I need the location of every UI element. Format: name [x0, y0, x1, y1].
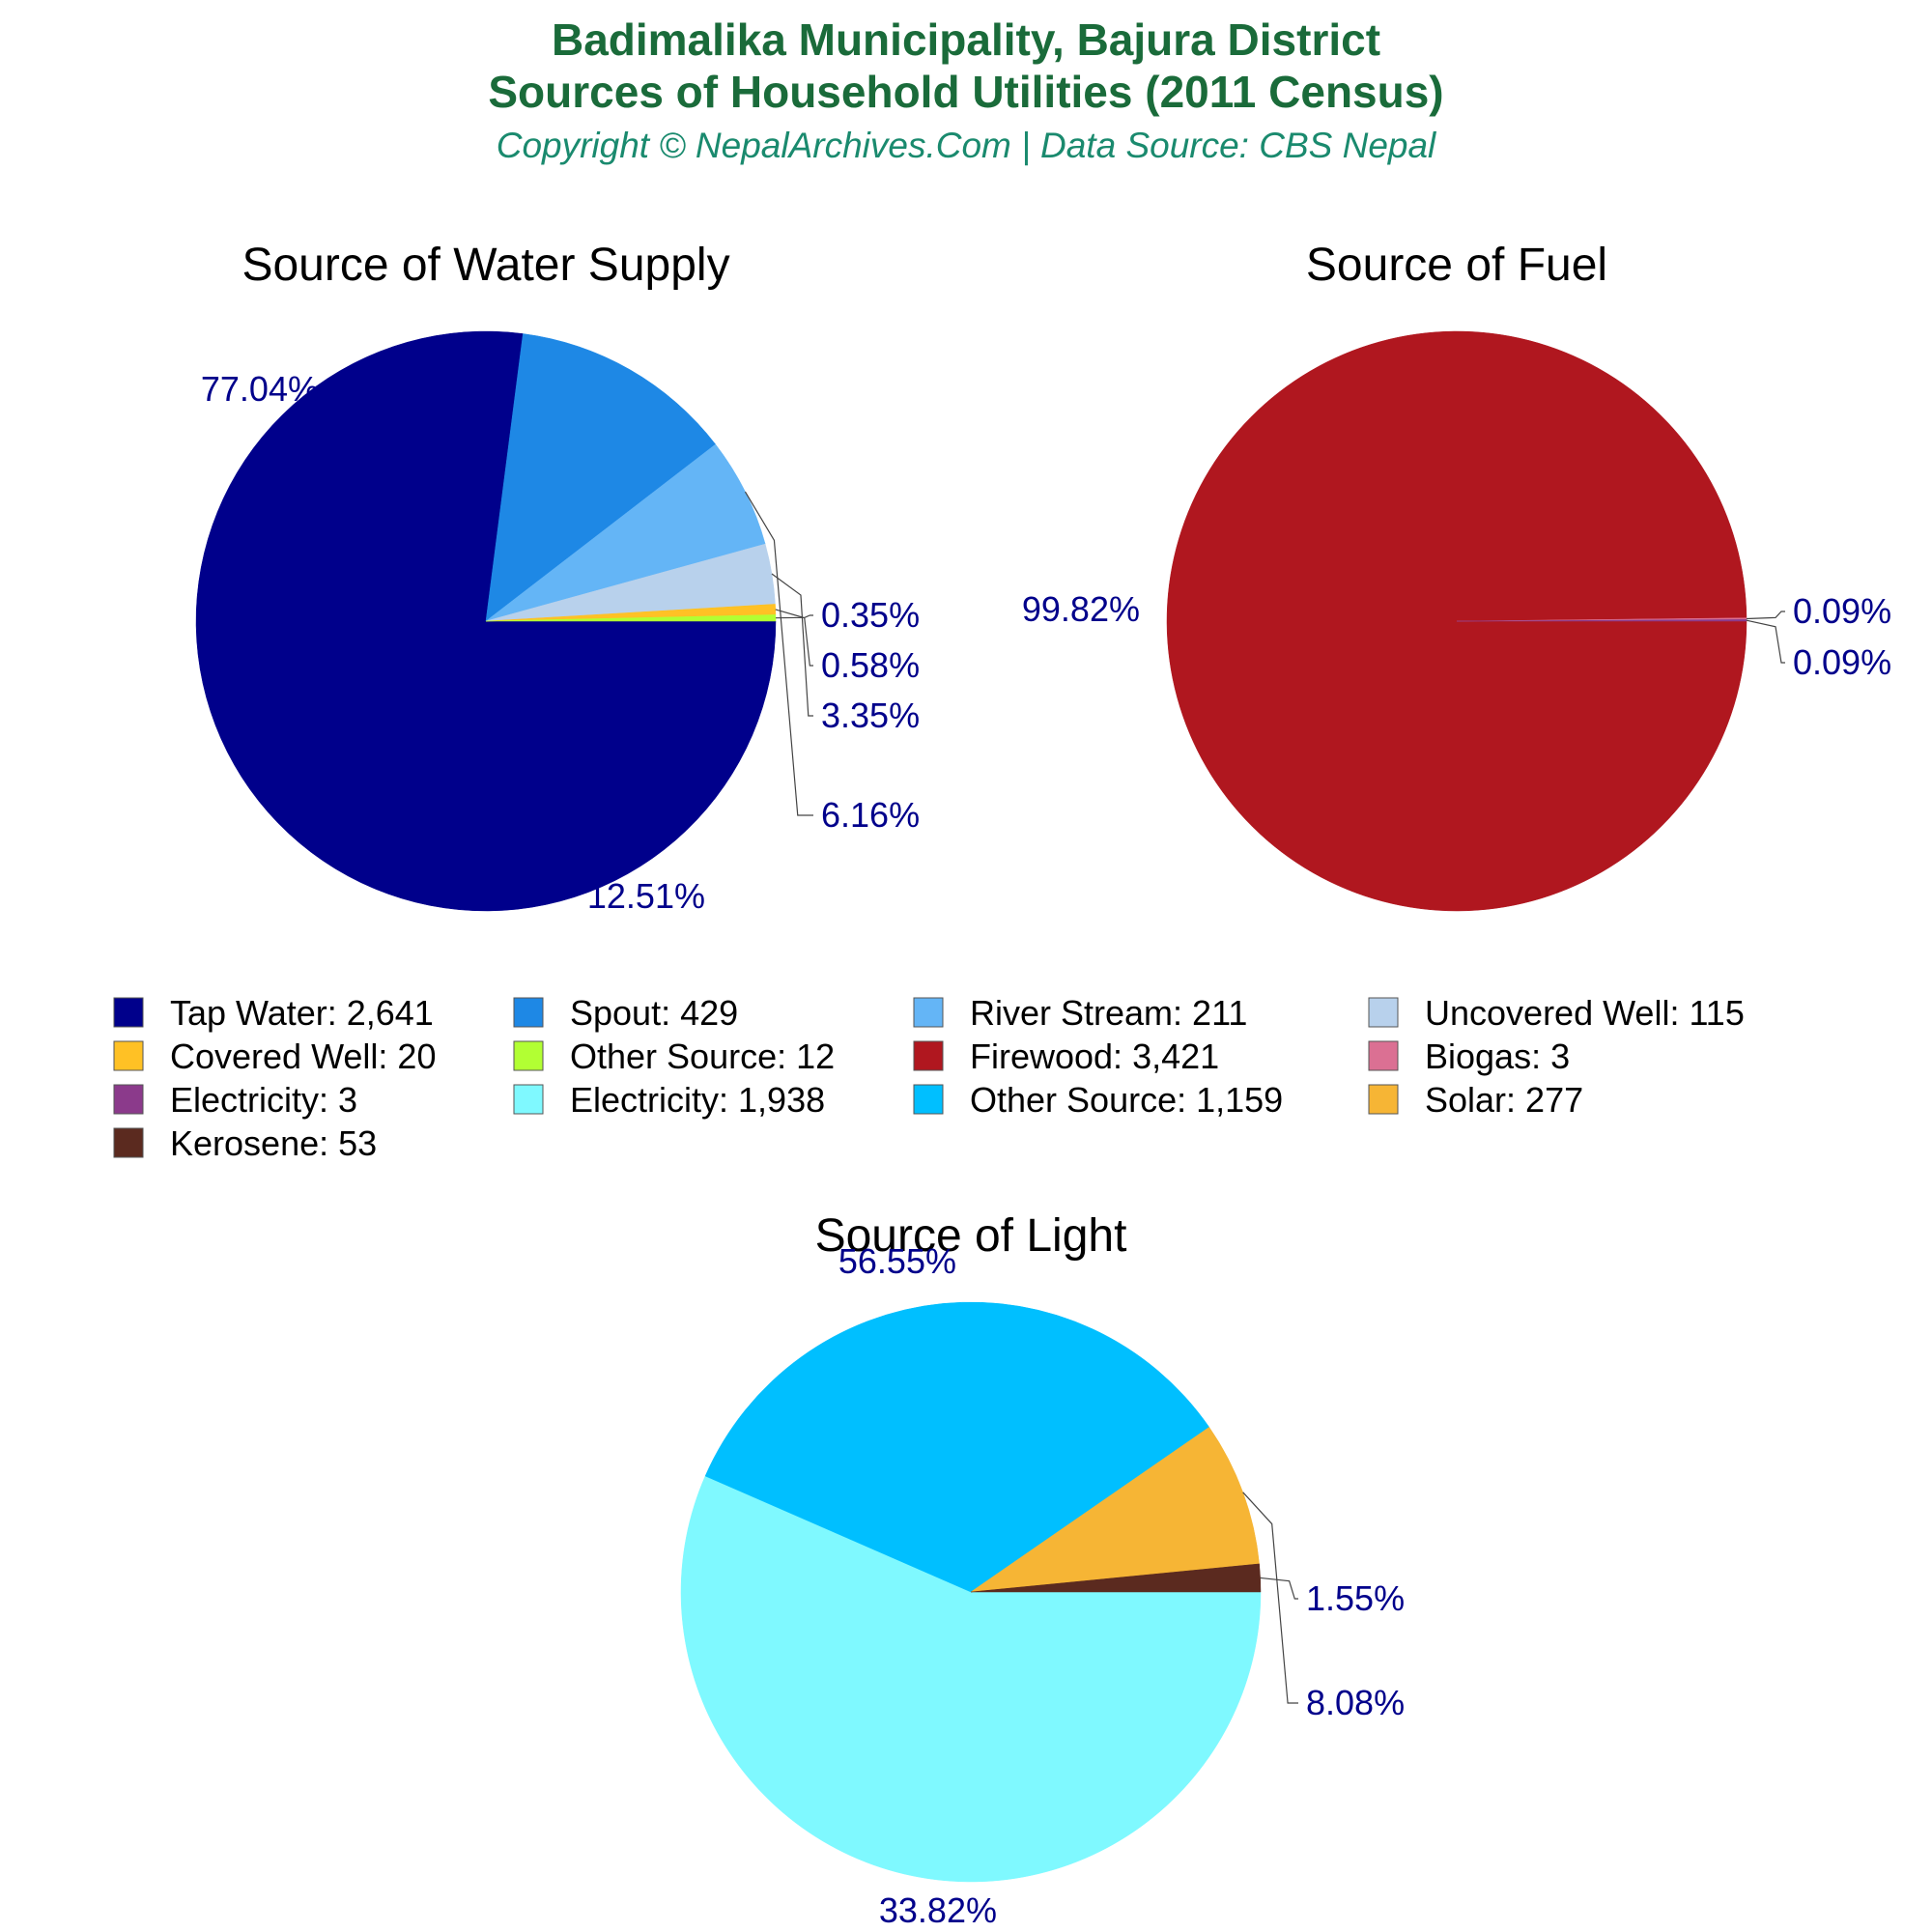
legend-item-river-stream-211: River Stream: 211	[913, 993, 1247, 1033]
page-header: Badimalika Municipality, Bajura District…	[0, 14, 1932, 170]
legend-swatch	[1368, 1084, 1399, 1115]
leader-line	[1242, 1492, 1298, 1704]
legend: Tap Water: 2,641 Spout: 429 River Stream: …	[113, 993, 1745, 1163]
pie-slice-river-stream	[485, 443, 766, 622]
legend-item-tap-water-2-641: Tap Water: 2,641	[113, 993, 434, 1033]
leader-line	[1260, 1577, 1298, 1600]
pie-slice-electricity	[680, 1475, 1262, 1883]
page-title-line-2: Sources of Household Utilities (2011 Cen…	[488, 67, 1444, 117]
percent-label: 99.82%	[1022, 589, 1140, 629]
legend-swatch	[113, 997, 144, 1028]
legend-item-kerosene-53: Kerosene: 53	[113, 1123, 377, 1163]
legend-swatch	[113, 1084, 144, 1115]
leader-line	[775, 614, 813, 619]
legend-label: River Stream: 211	[970, 993, 1247, 1033]
legend-label: Other Source: 1,159	[970, 1080, 1283, 1120]
pie-title: Source of Water Supply	[242, 240, 729, 291]
legend-label: Uncovered Well: 115	[1425, 993, 1745, 1033]
legend-label: Biogas: 3	[1425, 1037, 1570, 1076]
leader-line	[744, 491, 813, 816]
legend-item-firewood-3-421: Firewood: 3,421	[913, 1037, 1219, 1076]
legend-label: Covered Well: 20	[170, 1037, 436, 1076]
legend-label: Kerosene: 53	[170, 1123, 377, 1163]
legend-item-biogas-3: Biogas: 3	[1368, 1037, 1570, 1076]
page-title-line-1: Badimalika Municipality, Bajura District	[551, 14, 1381, 65]
legend-swatch	[1368, 1040, 1399, 1071]
pie-slice-other-source	[704, 1301, 1210, 1593]
pie-chart-source-of-water-supply: Source of Water Supply 77.04% 12.51% 6.16% 3…	[195, 240, 920, 916]
legend-label: Tap Water: 2,641	[170, 993, 434, 1033]
legend-label: Solar: 277	[1425, 1080, 1583, 1120]
legend-item-electricity-3: Electricity: 3	[113, 1080, 357, 1120]
legend-swatch	[113, 1127, 144, 1158]
percent-label: 1.55%	[1306, 1578, 1405, 1618]
legend-swatch	[913, 1040, 944, 1071]
pie-slice-other-source	[485, 614, 777, 622]
pie-slice-spout	[485, 333, 717, 622]
leader-line	[1746, 611, 1785, 620]
percent-label: 0.09%	[1793, 591, 1891, 631]
pie-title: Source of Fuel	[1306, 240, 1607, 291]
legend-item-spout-429: Spout: 429	[513, 993, 738, 1033]
legend-item-solar-277: Solar: 277	[1368, 1080, 1583, 1120]
legend-item-covered-well-20: Covered Well: 20	[113, 1037, 436, 1076]
percent-label: 77.04%	[201, 369, 319, 409]
legend-item-other-source-1-159: Other Source: 1,159	[913, 1080, 1283, 1120]
pie-chart-source-of-fuel: Source of Fuel 99.82% 0.09% 0.09%	[1022, 240, 1891, 912]
percent-label: 0.35%	[821, 595, 920, 635]
percent-label: 12.51%	[587, 876, 705, 916]
percent-label: 56.55%	[838, 1241, 956, 1281]
legend-swatch	[1368, 997, 1399, 1028]
percent-label: 3.35%	[821, 696, 920, 735]
percent-label: 8.08%	[1306, 1683, 1405, 1722]
leader-line	[775, 609, 813, 667]
percent-label: 0.09%	[1793, 642, 1891, 682]
legend-swatch	[513, 1040, 544, 1071]
legend-swatch	[113, 1040, 144, 1071]
pie-slice-kerosene	[970, 1563, 1262, 1593]
percent-label: 0.58%	[821, 645, 920, 685]
legend-swatch	[913, 1084, 944, 1115]
pie-title: Source of Light	[815, 1210, 1127, 1262]
page-subtitle: Copyright © NepalArchives.Com | Data Sou…	[496, 126, 1436, 165]
legend-swatch	[913, 997, 944, 1028]
percent-label: 33.82%	[879, 1890, 997, 1930]
legend-item-electricity-1-938: Electricity: 1,938	[513, 1080, 825, 1120]
pie-slice-solar	[970, 1427, 1260, 1593]
legend-item-other-source-12: Other Source: 12	[513, 1037, 835, 1076]
legend-swatch	[513, 997, 544, 1028]
legend-label: Firewood: 3,421	[970, 1037, 1219, 1076]
legend-label: Electricity: 1,938	[570, 1080, 825, 1120]
leader-line	[771, 573, 813, 717]
legend-label: Spout: 429	[570, 993, 738, 1033]
legend-swatch	[513, 1084, 544, 1115]
legend-item-uncovered-well-115: Uncovered Well: 115	[1368, 993, 1745, 1033]
legend-label: Electricity: 3	[170, 1080, 357, 1120]
legend-label: Other Source: 12	[570, 1037, 835, 1076]
percent-label: 6.16%	[821, 795, 920, 835]
leader-line	[1746, 619, 1785, 664]
